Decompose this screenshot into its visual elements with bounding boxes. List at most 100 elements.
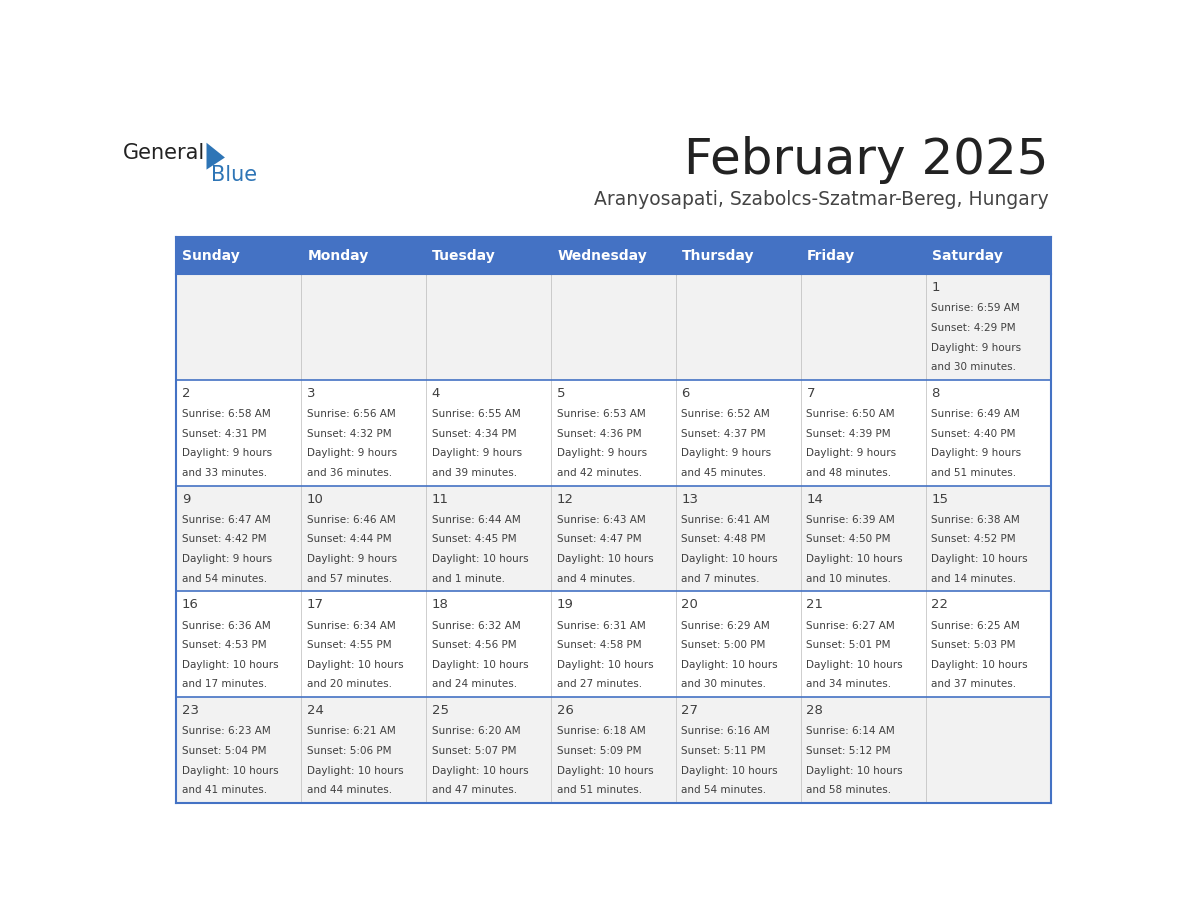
Text: Daylight: 9 hours: Daylight: 9 hours <box>682 448 771 458</box>
Text: 22: 22 <box>931 599 948 611</box>
Text: Sunset: 4:55 PM: Sunset: 4:55 PM <box>307 640 391 650</box>
Text: February 2025: February 2025 <box>684 136 1049 184</box>
Text: Sunrise: 6:44 AM: Sunrise: 6:44 AM <box>431 515 520 525</box>
Text: 7: 7 <box>807 387 815 400</box>
Text: Daylight: 10 hours: Daylight: 10 hours <box>807 766 903 776</box>
Text: Friday: Friday <box>807 249 855 263</box>
Text: Sunset: 5:09 PM: Sunset: 5:09 PM <box>556 746 642 756</box>
Text: Sunrise: 6:18 AM: Sunrise: 6:18 AM <box>556 726 645 736</box>
Text: and 34 minutes.: and 34 minutes. <box>807 679 891 689</box>
Bar <box>176 697 1051 803</box>
Text: 26: 26 <box>556 704 574 717</box>
Text: Daylight: 10 hours: Daylight: 10 hours <box>807 554 903 564</box>
Text: and 7 minutes.: and 7 minutes. <box>682 574 760 584</box>
Text: Sunset: 4:31 PM: Sunset: 4:31 PM <box>182 429 266 439</box>
Text: and 14 minutes.: and 14 minutes. <box>931 574 1017 584</box>
Text: Sunday: Sunday <box>183 249 240 263</box>
Text: 21: 21 <box>807 599 823 611</box>
Text: 24: 24 <box>307 704 323 717</box>
Text: Sunset: 4:32 PM: Sunset: 4:32 PM <box>307 429 391 439</box>
Bar <box>176 380 1051 486</box>
Text: Daylight: 10 hours: Daylight: 10 hours <box>556 766 653 776</box>
Text: and 54 minutes.: and 54 minutes. <box>182 574 267 584</box>
Text: Sunrise: 6:31 AM: Sunrise: 6:31 AM <box>556 621 645 631</box>
Text: Sunset: 5:01 PM: Sunset: 5:01 PM <box>807 640 891 650</box>
Text: Sunset: 5:07 PM: Sunset: 5:07 PM <box>431 746 516 756</box>
Text: 8: 8 <box>931 387 940 400</box>
Bar <box>551 238 676 274</box>
Text: Sunrise: 6:58 AM: Sunrise: 6:58 AM <box>182 409 271 420</box>
Text: Daylight: 9 hours: Daylight: 9 hours <box>182 448 272 458</box>
Text: Daylight: 9 hours: Daylight: 9 hours <box>931 448 1022 458</box>
Text: Daylight: 9 hours: Daylight: 9 hours <box>931 342 1022 353</box>
Bar <box>176 274 1051 380</box>
Text: Sunrise: 6:32 AM: Sunrise: 6:32 AM <box>431 621 520 631</box>
Text: Tuesday: Tuesday <box>432 249 497 263</box>
Text: 2: 2 <box>182 387 190 400</box>
Text: 10: 10 <box>307 493 323 506</box>
Text: Daylight: 10 hours: Daylight: 10 hours <box>682 554 778 564</box>
Text: Daylight: 10 hours: Daylight: 10 hours <box>556 660 653 670</box>
Text: Sunset: 5:00 PM: Sunset: 5:00 PM <box>682 640 766 650</box>
Text: Sunset: 5:12 PM: Sunset: 5:12 PM <box>807 746 891 756</box>
Text: Sunrise: 6:39 AM: Sunrise: 6:39 AM <box>807 515 895 525</box>
Text: Sunrise: 6:36 AM: Sunrise: 6:36 AM <box>182 621 271 631</box>
Text: Daylight: 9 hours: Daylight: 9 hours <box>807 448 897 458</box>
Text: 17: 17 <box>307 599 323 611</box>
Text: Sunset: 4:52 PM: Sunset: 4:52 PM <box>931 534 1016 544</box>
Text: 1: 1 <box>931 281 940 295</box>
Text: Daylight: 10 hours: Daylight: 10 hours <box>307 766 403 776</box>
Text: Sunset: 4:48 PM: Sunset: 4:48 PM <box>682 534 766 544</box>
Text: 13: 13 <box>682 493 699 506</box>
Text: and 4 minutes.: and 4 minutes. <box>556 574 636 584</box>
Text: and 17 minutes.: and 17 minutes. <box>182 679 267 689</box>
Text: Daylight: 10 hours: Daylight: 10 hours <box>931 660 1028 670</box>
Bar <box>676 238 801 274</box>
Text: Sunrise: 6:20 AM: Sunrise: 6:20 AM <box>431 726 520 736</box>
Text: and 51 minutes.: and 51 minutes. <box>931 468 1017 478</box>
Text: and 41 minutes.: and 41 minutes. <box>182 785 267 795</box>
Text: Sunrise: 6:34 AM: Sunrise: 6:34 AM <box>307 621 396 631</box>
Text: Daylight: 10 hours: Daylight: 10 hours <box>431 660 529 670</box>
Text: Daylight: 10 hours: Daylight: 10 hours <box>807 660 903 670</box>
Text: Sunrise: 6:41 AM: Sunrise: 6:41 AM <box>682 515 770 525</box>
Text: Sunset: 4:47 PM: Sunset: 4:47 PM <box>556 534 642 544</box>
Text: Monday: Monday <box>308 249 368 263</box>
Text: 15: 15 <box>931 493 948 506</box>
Text: and 42 minutes.: and 42 minutes. <box>556 468 642 478</box>
Text: 9: 9 <box>182 493 190 506</box>
Text: 3: 3 <box>307 387 315 400</box>
Text: 16: 16 <box>182 599 198 611</box>
Bar <box>176 238 301 274</box>
Text: Thursday: Thursday <box>682 249 754 263</box>
Text: 28: 28 <box>807 704 823 717</box>
Text: Sunrise: 6:50 AM: Sunrise: 6:50 AM <box>807 409 895 420</box>
Text: Daylight: 10 hours: Daylight: 10 hours <box>682 660 778 670</box>
Text: and 44 minutes.: and 44 minutes. <box>307 785 392 795</box>
Text: 25: 25 <box>431 704 449 717</box>
Text: Sunset: 4:34 PM: Sunset: 4:34 PM <box>431 429 516 439</box>
Text: 11: 11 <box>431 493 449 506</box>
Polygon shape <box>207 142 225 170</box>
Text: Sunset: 4:40 PM: Sunset: 4:40 PM <box>931 429 1016 439</box>
Text: Sunrise: 6:23 AM: Sunrise: 6:23 AM <box>182 726 271 736</box>
Text: Daylight: 10 hours: Daylight: 10 hours <box>431 554 529 564</box>
Text: Sunset: 5:04 PM: Sunset: 5:04 PM <box>182 746 266 756</box>
Text: 12: 12 <box>556 493 574 506</box>
Text: Sunrise: 6:14 AM: Sunrise: 6:14 AM <box>807 726 895 736</box>
Text: and 39 minutes.: and 39 minutes. <box>431 468 517 478</box>
Text: and 33 minutes.: and 33 minutes. <box>182 468 267 478</box>
Text: Daylight: 10 hours: Daylight: 10 hours <box>431 766 529 776</box>
Text: Sunrise: 6:47 AM: Sunrise: 6:47 AM <box>182 515 271 525</box>
Text: Daylight: 9 hours: Daylight: 9 hours <box>307 554 397 564</box>
Text: Sunrise: 6:29 AM: Sunrise: 6:29 AM <box>682 621 770 631</box>
Text: 19: 19 <box>556 599 574 611</box>
Text: Sunset: 5:11 PM: Sunset: 5:11 PM <box>682 746 766 756</box>
Text: Daylight: 9 hours: Daylight: 9 hours <box>431 448 522 458</box>
Text: Sunset: 4:36 PM: Sunset: 4:36 PM <box>556 429 642 439</box>
Text: Sunrise: 6:38 AM: Sunrise: 6:38 AM <box>931 515 1020 525</box>
Bar <box>176 591 1051 697</box>
Text: Sunset: 4:56 PM: Sunset: 4:56 PM <box>431 640 516 650</box>
Text: and 1 minute.: and 1 minute. <box>431 574 505 584</box>
Text: Sunrise: 6:55 AM: Sunrise: 6:55 AM <box>431 409 520 420</box>
